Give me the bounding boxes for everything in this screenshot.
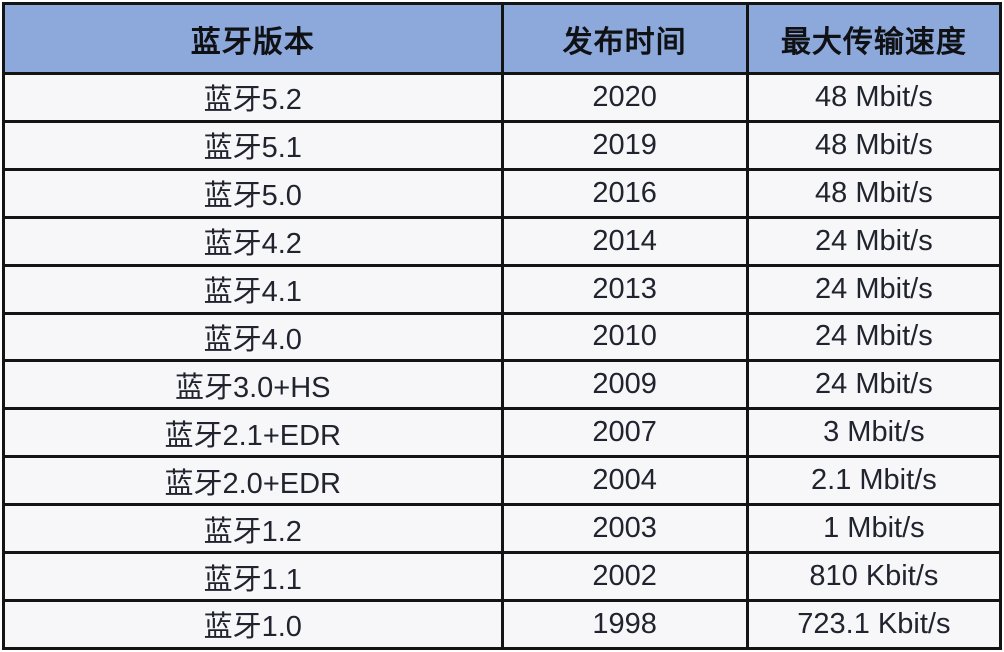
version-cell: 蓝牙1.0	[2, 598, 504, 651]
speed-cell: 24 Mbit/s	[745, 215, 1003, 267]
table-row: 蓝牙2.0+EDR 2004 2.1 Mbit/s	[2, 455, 1003, 507]
speed-cell: 48 Mbit/s	[745, 167, 1003, 219]
version-cell: 蓝牙3.0+HS	[2, 359, 504, 411]
speed-cell: 723.1 Kbit/s	[745, 598, 1003, 651]
column-header-max-speed: 最大传输速度	[745, 2, 1003, 75]
version-cell: 蓝牙1.2	[2, 503, 504, 555]
year-cell: 2014	[500, 215, 749, 267]
version-cell: 蓝牙5.1	[2, 119, 504, 171]
version-cell: 蓝牙1.1	[2, 551, 504, 602]
table-row: 蓝牙5.2 2020 48 Mbit/s	[2, 72, 1003, 123]
column-header-version: 蓝牙版本	[2, 2, 504, 75]
year-cell: 2009	[500, 359, 749, 411]
table-row: 蓝牙5.1 2019 48 Mbit/s	[2, 119, 1003, 171]
version-cell: 蓝牙2.1+EDR	[2, 407, 504, 459]
table-row: 蓝牙3.0+HS 2009 24 Mbit/s	[2, 359, 1003, 411]
speed-cell: 24 Mbit/s	[745, 311, 1003, 363]
table-row: 蓝牙1.2 2003 1 Mbit/s	[2, 503, 1003, 555]
table-row: 蓝牙2.1+EDR 2007 3 Mbit/s	[2, 407, 1003, 459]
table-row: 蓝牙4.2 2014 24 Mbit/s	[2, 215, 1003, 267]
speed-cell: 48 Mbit/s	[745, 119, 1003, 171]
year-cell: 2013	[500, 263, 749, 315]
table-row: 蓝牙4.1 2013 24 Mbit/s	[2, 263, 1003, 315]
version-cell: 蓝牙5.2	[2, 72, 504, 123]
year-cell: 2016	[500, 167, 749, 219]
speed-cell: 810 Kbit/s	[745, 551, 1003, 602]
speed-cell: 48 Mbit/s	[745, 72, 1003, 123]
year-cell: 2019	[500, 119, 749, 171]
speed-cell: 2.1 Mbit/s	[745, 455, 1003, 507]
year-cell: 2002	[500, 551, 749, 602]
version-cell: 蓝牙4.2	[2, 215, 504, 267]
table-row: 蓝牙5.0 2016 48 Mbit/s	[2, 167, 1003, 219]
speed-cell: 3 Mbit/s	[745, 407, 1003, 459]
year-cell: 2007	[500, 407, 749, 459]
version-cell: 蓝牙4.0	[2, 311, 504, 363]
column-header-release-date: 发布时间	[500, 2, 749, 75]
speed-cell: 24 Mbit/s	[745, 263, 1003, 315]
speed-cell: 1 Mbit/s	[745, 503, 1003, 555]
table-row: 蓝牙1.0 1998 723.1 Kbit/s	[2, 598, 1003, 651]
table-row: 蓝牙1.1 2002 810 Kbit/s	[2, 551, 1003, 602]
version-cell: 蓝牙4.1	[2, 263, 504, 315]
year-cell: 1998	[500, 598, 749, 651]
version-cell: 蓝牙2.0+EDR	[2, 455, 504, 507]
year-cell: 2010	[500, 311, 749, 363]
table-row: 蓝牙4.0 2010 24 Mbit/s	[2, 311, 1003, 363]
year-cell: 2004	[500, 455, 749, 507]
version-cell: 蓝牙5.0	[2, 167, 504, 219]
table-body: 蓝牙5.2 2020 48 Mbit/s 蓝牙5.1 2019 48 Mbit/s 蓝牙5.…	[2, 72, 1003, 651]
table-header-row: 蓝牙版本 发布时间 最大传输速度	[2, 2, 1003, 75]
year-cell: 2020	[500, 72, 749, 123]
year-cell: 2003	[500, 503, 749, 555]
speed-cell: 24 Mbit/s	[745, 359, 1003, 411]
table-header: 蓝牙版本 发布时间 最大传输速度	[2, 2, 1003, 75]
